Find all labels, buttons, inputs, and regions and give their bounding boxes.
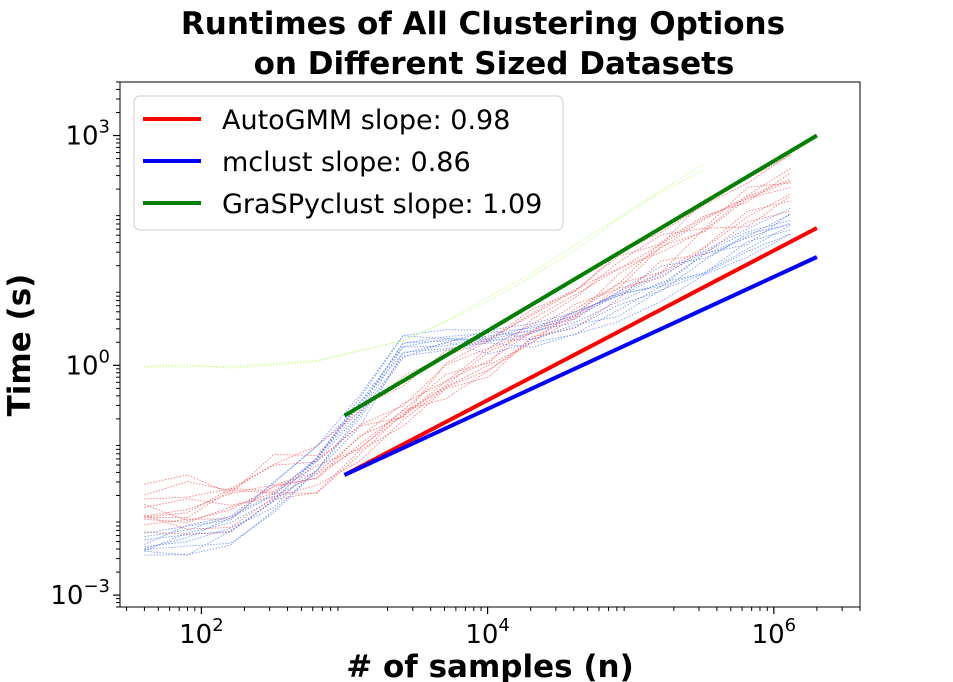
background-trace [144,224,791,552]
background-trace [144,213,791,545]
background-trace [144,163,705,368]
legend-label-2: GraSPyclust slope: 1.09 [222,189,542,220]
legend: AutoGMM slope: 0.98 mclust slope: 0.86 Gra… [133,95,564,231]
background-trace [144,154,791,495]
background-trace [144,182,791,500]
background-trace [144,193,791,530]
legend-box [133,95,564,231]
fit-lines [343,133,818,477]
background-trace [144,172,791,517]
background-trace [144,233,791,556]
plot-frame [119,81,861,608]
background-trace [144,178,791,522]
legend-label-0: AutoGMM slope: 0.98 [222,105,510,136]
background-trace [144,167,791,518]
background-trace [144,180,791,508]
background-trace [144,219,791,538]
axis-ticks: 102 104 106 10−3 100 103 [50,81,861,650]
background-trace [144,169,705,369]
x-tick-label: 104 [465,615,510,650]
chart-title-line-1: Runtimes of All Clustering Options [181,6,785,42]
background-trace [144,153,791,496]
background-trace [144,222,791,549]
series-line-1 [343,255,818,477]
y-axis-label: Time (s) [2,274,38,417]
background-trace [144,229,791,548]
x-tick-label: 106 [752,615,797,650]
background-trace [144,233,791,556]
background-trace [144,210,791,535]
background-trace [144,187,791,519]
series-line-2 [343,133,818,418]
background-trace [144,224,791,550]
x-axis-label: # of samples (n) [346,649,634,682]
x-tick-label: 102 [179,615,224,650]
y-tick-label: 103 [65,117,110,152]
series-line-0 [343,226,818,477]
legend-label-1: mclust slope: 0.86 [222,147,471,178]
background-trace [144,212,791,541]
background-trace [144,200,791,523]
background-trace [144,195,791,526]
chart-title-line-2: on Different Sized Datasets [254,46,735,82]
y-tick-label: 10−3 [50,576,110,611]
background-trace [144,207,791,534]
y-tick-label: 100 [65,346,110,381]
